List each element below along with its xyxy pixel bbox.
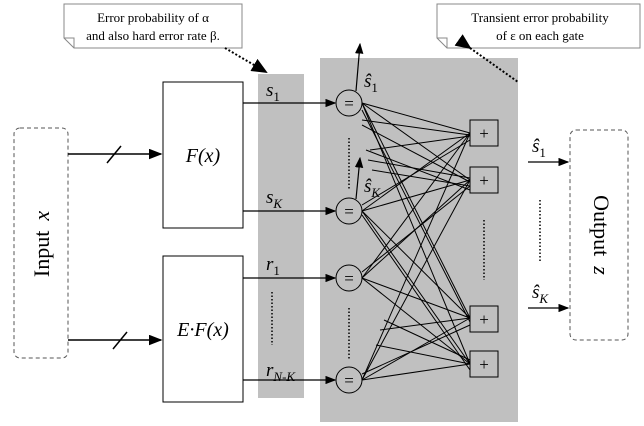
- plus-node-2: +: [469, 166, 499, 194]
- label-s1: s1: [266, 80, 280, 104]
- plus-node-4: +: [469, 350, 499, 378]
- channel-band: [258, 74, 304, 398]
- arrow-s1-hat: [355, 42, 364, 92]
- svg-text:+: +: [479, 171, 489, 190]
- svg-text:+: +: [479, 124, 489, 143]
- callout-left-line1: Error probability of α: [97, 10, 209, 25]
- label-out-K: ŝK: [532, 282, 549, 306]
- label-sK-hat: ŝK: [364, 176, 381, 200]
- svg-text:=: =: [344, 94, 354, 113]
- equal-node-r1: =: [335, 264, 363, 292]
- bus-slash-bottom: [112, 331, 128, 350]
- input-box: [13, 127, 69, 359]
- output-box: [569, 129, 629, 341]
- svg-text:+: +: [479, 355, 489, 374]
- callout-left-line2: and also hard error rate β.: [86, 28, 220, 43]
- encoder-f-label: F(x): [185, 145, 221, 167]
- callout-right-line2: of ε on each gate: [496, 28, 584, 43]
- plus-node-1: +: [469, 119, 499, 147]
- equal-node-sK: =: [335, 197, 363, 225]
- callout-left-pointer: [224, 47, 268, 74]
- label-r1: r1: [266, 254, 280, 278]
- encoder-ef-box: [162, 255, 244, 403]
- plus-node-3: +: [469, 305, 499, 333]
- encoder-ef-label: E·F(x): [176, 319, 229, 341]
- svg-text:+: +: [479, 310, 489, 329]
- equal-node-s1: =: [335, 89, 363, 117]
- arrow-sK-hat: [354, 156, 364, 200]
- encoder-f-box: [162, 81, 244, 229]
- label-sK: sK: [266, 187, 283, 211]
- label-s1-hat: ŝ1: [364, 71, 378, 95]
- callout-right-line1: Transient error probability: [471, 10, 609, 25]
- label-out-1: ŝ1: [532, 136, 546, 160]
- svg-text:=: =: [344, 269, 354, 288]
- callout-hard-error: Error probability of α and also hard err…: [63, 3, 243, 49]
- input-label: Inputx: [29, 211, 54, 277]
- callout-transient-error: Transient error probability of ε on each…: [436, 3, 641, 49]
- equal-node-rNK: =: [335, 366, 363, 394]
- wiring-fanout: [361, 102, 471, 381]
- bus-slash-top: [106, 145, 122, 164]
- svg-text:=: =: [344, 202, 354, 221]
- label-rNK: rN-K: [266, 360, 296, 384]
- callout-right-pointer: [454, 34, 519, 83]
- output-label: Outputz: [589, 195, 614, 275]
- svg-text:=: =: [344, 371, 354, 390]
